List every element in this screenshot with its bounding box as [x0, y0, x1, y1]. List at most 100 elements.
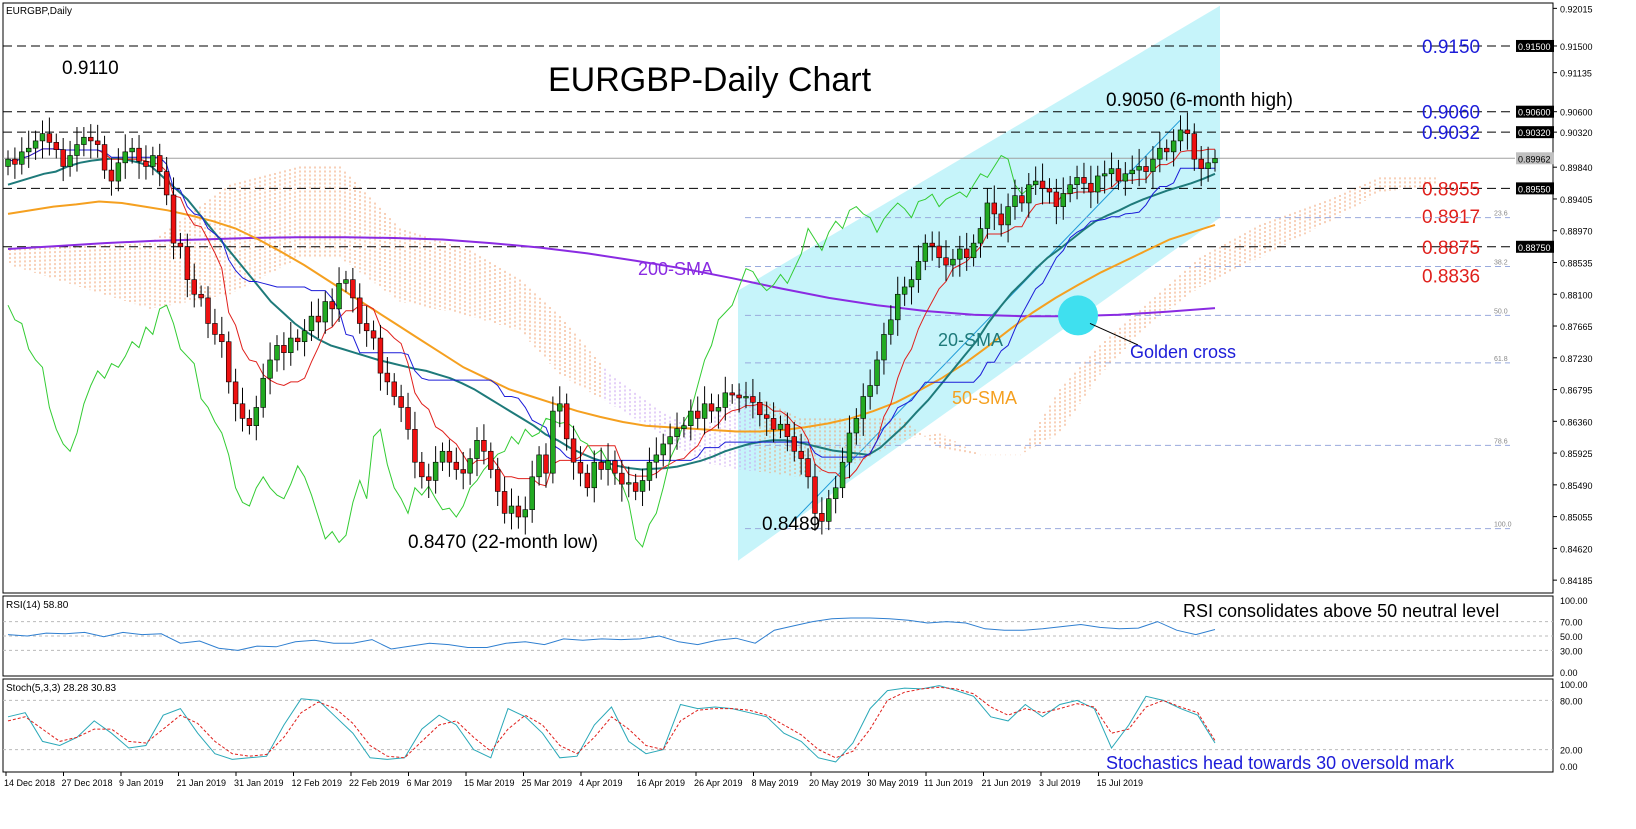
candle-body: [688, 410, 694, 426]
x-axis-tick-label: 11 Jun 2019: [924, 778, 973, 788]
annotation-high-2018: 0.9110: [62, 58, 119, 79]
stoch-tick-label: 100.00: [1560, 680, 1588, 690]
candle-body: [1157, 147, 1163, 160]
sma50-line: [7, 200, 1216, 433]
candle-body: [853, 418, 860, 434]
candle-body: [653, 454, 660, 463]
candle-body: [1115, 168, 1122, 182]
stoch-title: Stoch(5,3,3) 28.28 30.83: [6, 683, 117, 694]
annotation-22-month-low: 0.8470 (22-month low): [408, 532, 598, 553]
candle-body: [419, 461, 425, 478]
fibonacci-label: 61.8: [1494, 356, 1508, 363]
candle-body: [1060, 193, 1066, 207]
candle-body: [1012, 195, 1018, 207]
candle-body: [881, 334, 887, 361]
candle-body: [67, 155, 73, 167]
price-tag: [1516, 182, 1554, 195]
candle-body: [998, 213, 1004, 226]
rsi-title: RSI(14) 58.80: [6, 600, 69, 611]
candle-body: [74, 144, 80, 156]
candle-body: [722, 392, 729, 408]
candle-body: [88, 136, 94, 142]
golden-cross-marker: [1058, 295, 1098, 336]
rsi-tick-label: 30.00: [1560, 646, 1583, 656]
y-axis-tick-label: 0.91135: [1560, 69, 1592, 79]
y-axis-tick-label: 0.84620: [1560, 544, 1593, 554]
candle-body: [674, 428, 680, 437]
x-axis-tick-label: 22 Feb 2019: [349, 778, 400, 788]
price-tag: [1516, 105, 1554, 118]
candle-body: [350, 279, 356, 299]
x-axis-tick-label: 3 Jul 2019: [1039, 778, 1081, 788]
y-axis-tick-label: 0.91500: [1560, 42, 1593, 52]
candle-body: [108, 169, 115, 182]
candle-body: [991, 202, 998, 215]
y-axis-tick-label: 0.86360: [1560, 417, 1593, 427]
candle-body: [646, 461, 653, 481]
key-level-label: 0.9060: [1422, 103, 1480, 124]
candle-body: [943, 257, 949, 266]
candle-body: [729, 392, 735, 396]
candle-body: [1026, 184, 1032, 204]
candle-body: [329, 301, 335, 310]
candle-body: [570, 438, 577, 463]
key-level-label: 0.8875: [1422, 238, 1480, 259]
candle-body: [163, 171, 170, 196]
candle-body: [294, 337, 301, 343]
candle-body: [1143, 166, 1149, 172]
candle-body: [784, 423, 791, 437]
candle-body: [1039, 180, 1046, 189]
candle-body: [750, 396, 756, 403]
candle-body: [832, 487, 839, 500]
candle-body: [715, 407, 722, 412]
x-axis-tick-label: 8 May 2019: [752, 778, 799, 788]
current-price-tag: [1516, 152, 1554, 165]
rsi-tick-label: 100.00: [1560, 596, 1588, 606]
y-axis-tick-label: 0.87665: [1560, 322, 1593, 332]
chart-title: EURGBP-Daily Chart: [548, 61, 872, 99]
candle-body: [308, 315, 315, 332]
candle-body: [1129, 169, 1135, 175]
candle-body: [874, 359, 880, 386]
candle-body: [453, 461, 460, 470]
price-tag: [1516, 126, 1554, 139]
candle-body: [357, 297, 363, 324]
candle-body: [384, 372, 391, 383]
annotation-may-low: 0.8489: [762, 514, 820, 535]
price-tag-text: 0.90600: [1518, 108, 1551, 118]
candle-body: [605, 460, 611, 470]
key-level-label: 0.8836: [1422, 266, 1480, 287]
current-price-text: 0.89962: [1518, 154, 1551, 164]
candle-body: [1005, 206, 1011, 226]
golden-cross-label: Golden cross: [1130, 342, 1236, 362]
candle-body: [60, 149, 66, 167]
candle-body: [660, 443, 666, 456]
x-axis-tick-label: 14 Dec 2018: [4, 778, 55, 788]
candle-body: [977, 228, 984, 244]
candle-body: [198, 293, 204, 299]
candle-body: [1067, 184, 1073, 194]
stoch-tick-label: 0.00: [1560, 762, 1578, 772]
candle-body: [191, 279, 197, 295]
candle-body: [115, 162, 122, 182]
candle-body: [315, 315, 322, 323]
candle-body: [157, 155, 163, 172]
candle-body: [860, 396, 866, 419]
candle-body: [81, 136, 87, 145]
key-level-label: 0.8917: [1422, 207, 1480, 228]
y-axis-tick-label: 0.87230: [1560, 354, 1593, 364]
candle-body: [177, 242, 184, 248]
candle-body: [936, 245, 942, 259]
candle-body: [826, 498, 832, 522]
stoch-annotation: Stochastics head towards 30 oversold mar…: [1106, 753, 1455, 773]
x-axis-tick-label: 27 Dec 2018: [62, 778, 113, 788]
candle-body: [777, 423, 784, 430]
sma20-line: [7, 157, 1216, 471]
price-tag-text: 0.90320: [1518, 128, 1551, 138]
candle-body: [508, 505, 515, 514]
y-axis-tick-label: 0.86795: [1560, 386, 1593, 396]
candle-body: [136, 147, 142, 162]
candle-body: [446, 450, 453, 463]
candle-body: [25, 147, 32, 153]
y-axis-tick-label: 0.85925: [1560, 449, 1593, 459]
